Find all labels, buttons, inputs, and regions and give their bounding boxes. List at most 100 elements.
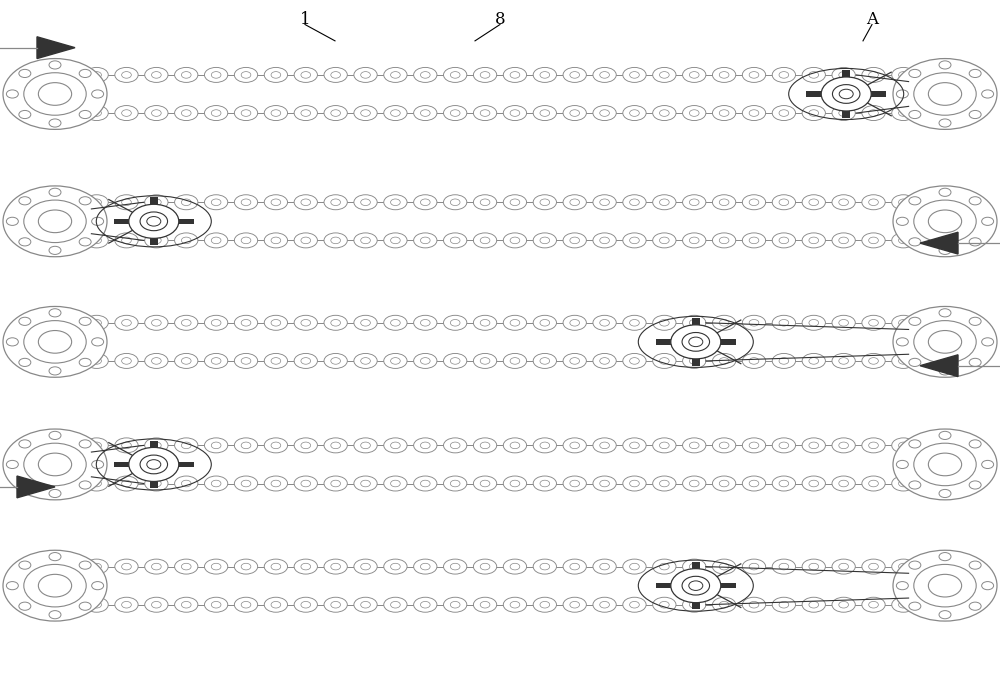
Ellipse shape: [85, 67, 108, 82]
Ellipse shape: [802, 233, 825, 248]
Ellipse shape: [683, 353, 706, 368]
Circle shape: [301, 442, 311, 449]
Circle shape: [181, 237, 191, 244]
Ellipse shape: [653, 438, 676, 453]
Circle shape: [241, 237, 251, 244]
Circle shape: [749, 601, 759, 608]
Ellipse shape: [115, 233, 138, 248]
Circle shape: [301, 601, 311, 608]
Ellipse shape: [623, 438, 646, 453]
Circle shape: [122, 442, 131, 449]
Circle shape: [928, 453, 962, 476]
Ellipse shape: [772, 559, 796, 574]
Circle shape: [689, 199, 699, 206]
Ellipse shape: [712, 195, 736, 210]
Ellipse shape: [294, 67, 317, 82]
Ellipse shape: [384, 315, 407, 330]
Circle shape: [6, 338, 18, 346]
Ellipse shape: [115, 106, 138, 121]
Circle shape: [152, 110, 161, 116]
Circle shape: [122, 319, 131, 326]
Ellipse shape: [563, 315, 586, 330]
Circle shape: [49, 308, 61, 317]
Circle shape: [779, 563, 789, 570]
Ellipse shape: [473, 353, 497, 368]
Circle shape: [122, 199, 131, 206]
Circle shape: [809, 199, 819, 206]
Ellipse shape: [414, 353, 437, 368]
Ellipse shape: [772, 233, 796, 248]
Ellipse shape: [175, 559, 198, 574]
Ellipse shape: [85, 438, 108, 453]
Circle shape: [869, 358, 878, 364]
Ellipse shape: [862, 315, 885, 330]
Circle shape: [480, 480, 490, 487]
Circle shape: [92, 460, 104, 469]
Circle shape: [49, 188, 61, 196]
Ellipse shape: [742, 315, 766, 330]
Circle shape: [839, 72, 848, 78]
Ellipse shape: [234, 438, 258, 453]
Ellipse shape: [175, 233, 198, 248]
Circle shape: [211, 601, 221, 608]
Circle shape: [450, 199, 460, 206]
Ellipse shape: [683, 597, 706, 612]
Ellipse shape: [623, 106, 646, 121]
Ellipse shape: [623, 559, 646, 574]
Ellipse shape: [802, 438, 825, 453]
Circle shape: [749, 319, 759, 326]
Circle shape: [271, 563, 281, 570]
Circle shape: [689, 337, 703, 347]
Ellipse shape: [623, 476, 646, 491]
Circle shape: [3, 306, 107, 377]
Ellipse shape: [204, 195, 228, 210]
Circle shape: [896, 582, 908, 590]
Ellipse shape: [384, 476, 407, 491]
Circle shape: [79, 110, 91, 118]
Ellipse shape: [623, 597, 646, 612]
Circle shape: [3, 186, 107, 257]
Ellipse shape: [85, 233, 108, 248]
Ellipse shape: [384, 233, 407, 248]
Ellipse shape: [234, 476, 258, 491]
Ellipse shape: [563, 106, 586, 121]
Ellipse shape: [414, 233, 437, 248]
Circle shape: [19, 238, 31, 246]
Ellipse shape: [294, 353, 317, 368]
Circle shape: [271, 110, 281, 116]
Ellipse shape: [204, 233, 228, 248]
Circle shape: [660, 237, 669, 244]
Circle shape: [19, 561, 31, 569]
Circle shape: [510, 480, 520, 487]
Ellipse shape: [414, 559, 437, 574]
Circle shape: [939, 188, 951, 196]
Circle shape: [689, 581, 703, 590]
Ellipse shape: [653, 106, 676, 121]
Circle shape: [899, 110, 908, 116]
Circle shape: [92, 72, 101, 78]
Circle shape: [271, 199, 281, 206]
Ellipse shape: [623, 67, 646, 82]
Circle shape: [570, 237, 580, 244]
Ellipse shape: [892, 195, 915, 210]
Circle shape: [181, 442, 191, 449]
Ellipse shape: [294, 597, 317, 612]
Ellipse shape: [145, 195, 168, 210]
Circle shape: [570, 319, 580, 326]
Circle shape: [301, 358, 311, 364]
Circle shape: [152, 237, 161, 244]
Circle shape: [689, 110, 699, 116]
Ellipse shape: [145, 67, 168, 82]
Circle shape: [893, 186, 997, 257]
Ellipse shape: [414, 106, 437, 121]
Ellipse shape: [354, 315, 377, 330]
Circle shape: [909, 358, 921, 366]
Ellipse shape: [444, 106, 467, 121]
Ellipse shape: [563, 353, 586, 368]
Circle shape: [79, 238, 91, 246]
Ellipse shape: [683, 315, 706, 330]
Circle shape: [420, 563, 430, 570]
Ellipse shape: [324, 233, 347, 248]
Ellipse shape: [802, 597, 825, 612]
Circle shape: [391, 319, 400, 326]
